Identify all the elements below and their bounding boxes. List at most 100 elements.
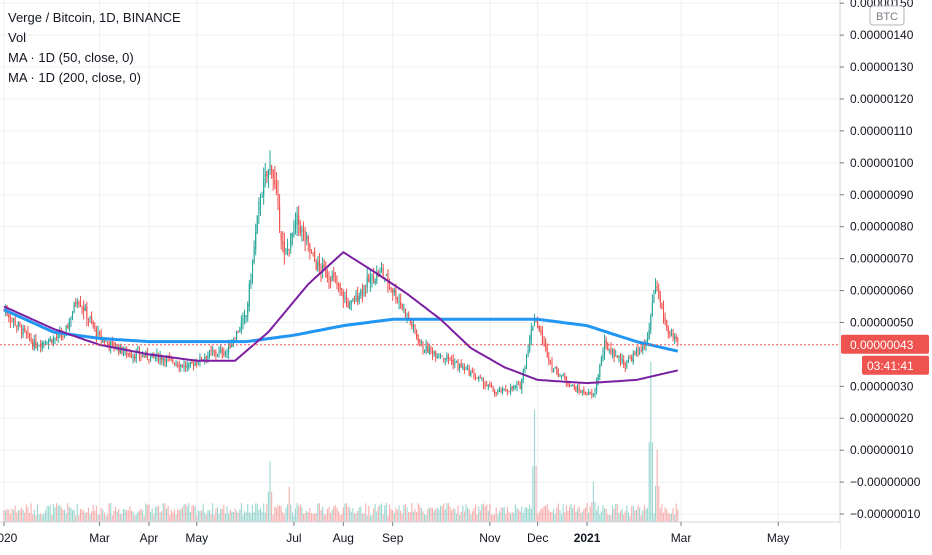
volume-bar xyxy=(506,507,508,522)
ma200-legend[interactable]: MA · 1D (200, close, 0) xyxy=(8,70,141,85)
candle-body xyxy=(576,387,579,392)
candle-body xyxy=(172,359,174,363)
volume-bar xyxy=(538,511,540,522)
candle-body xyxy=(122,351,125,354)
candle-body xyxy=(457,361,459,368)
volume-bar xyxy=(228,513,230,522)
candle-body xyxy=(200,357,203,360)
candle-body xyxy=(541,331,543,343)
volume-bar xyxy=(232,512,234,522)
candle-body xyxy=(28,334,31,339)
volume-bar xyxy=(677,509,679,522)
candle-body xyxy=(661,302,663,309)
volume-bar xyxy=(87,507,89,522)
candle-body xyxy=(629,357,631,359)
candle-body xyxy=(360,289,362,296)
volume-bar xyxy=(247,504,249,522)
volume-bar xyxy=(333,506,335,522)
candle-body xyxy=(43,342,45,344)
volume-bar xyxy=(408,512,410,522)
volume-bar xyxy=(83,510,85,522)
time-tick-label: Sep xyxy=(382,531,404,545)
volume-bar xyxy=(204,512,206,522)
ma50-legend[interactable]: MA · 1D (50, close, 0) xyxy=(8,50,134,65)
candle-body xyxy=(624,365,626,367)
candle-body xyxy=(191,360,193,364)
time-tick-label: Apr xyxy=(140,531,159,545)
volume-bar xyxy=(619,511,622,522)
volume-bar xyxy=(385,502,387,522)
candle-body xyxy=(540,329,542,332)
volume-legend[interactable]: Vol xyxy=(8,30,27,45)
candle-body xyxy=(272,169,274,178)
volume-bar xyxy=(309,507,311,522)
price-axis[interactable]: 0.00000150 0.00000140 0.00000130 0.00000120… xyxy=(839,0,932,550)
volume-bar xyxy=(611,505,614,522)
volume-bar xyxy=(165,508,168,522)
volume-bar xyxy=(541,508,543,522)
currency-badge[interactable]: BTC xyxy=(869,5,905,26)
volume-bar xyxy=(659,508,661,522)
volume-bar xyxy=(78,515,80,522)
candle-body xyxy=(274,179,276,184)
volume-bar xyxy=(71,510,74,522)
candle-body xyxy=(197,362,199,364)
volume-bar xyxy=(404,503,406,522)
volume-bar xyxy=(666,509,668,522)
candle-body xyxy=(204,357,206,360)
volume-bar xyxy=(352,508,354,522)
candle-body xyxy=(349,303,351,309)
candle-body xyxy=(441,355,443,357)
volume-bar xyxy=(33,509,35,522)
volume-bar xyxy=(557,503,559,522)
candle-body xyxy=(467,368,469,370)
candle-body xyxy=(473,372,475,378)
candle-body xyxy=(199,356,201,363)
volume-bar xyxy=(175,514,177,522)
candle-body xyxy=(180,364,182,367)
candle-body xyxy=(599,365,601,377)
candle-body xyxy=(431,351,434,355)
volume-bar xyxy=(277,504,279,522)
volume-bar xyxy=(157,505,160,522)
volume-bar xyxy=(331,509,333,522)
countdown-bg xyxy=(862,355,929,375)
candle-body xyxy=(640,350,642,352)
candle-body xyxy=(188,362,190,368)
volume-bar xyxy=(672,508,674,522)
candle-body xyxy=(616,355,618,358)
candle-body xyxy=(142,354,144,357)
volume-bar xyxy=(393,513,395,522)
candle-body xyxy=(604,340,606,355)
candle-body xyxy=(277,192,279,203)
volume-bar xyxy=(350,511,352,522)
candle-body xyxy=(318,260,320,267)
candle-body xyxy=(551,362,553,371)
candle-body xyxy=(65,325,67,332)
volume-bar xyxy=(223,505,225,522)
volume-bar xyxy=(345,503,348,522)
volume-bar xyxy=(62,509,64,522)
candle-body xyxy=(424,351,426,353)
candle-body xyxy=(568,383,571,387)
candle-body xyxy=(667,328,669,333)
volume-bar xyxy=(616,503,618,522)
candle-body xyxy=(396,297,399,301)
volume-bar xyxy=(172,512,174,522)
candle-body xyxy=(102,339,104,343)
candle-body xyxy=(615,355,617,357)
volume-bar xyxy=(355,513,357,522)
time-axis[interactable]: 2020 Mar Apr May Jul Aug Sep Nov Dec 2021 Mar May xyxy=(0,521,840,550)
volume-bar xyxy=(318,503,320,522)
symbol-title[interactable]: Verge / Bitcoin, 1D, BINANCE xyxy=(8,10,181,25)
candle-body xyxy=(519,385,521,389)
volume-bar xyxy=(517,509,520,522)
volume-bar xyxy=(495,507,497,522)
volume-bar xyxy=(320,509,322,522)
volume-bar xyxy=(481,504,483,522)
volume-bar xyxy=(124,509,126,522)
candle-body xyxy=(337,283,340,285)
volume-bar xyxy=(618,513,620,522)
